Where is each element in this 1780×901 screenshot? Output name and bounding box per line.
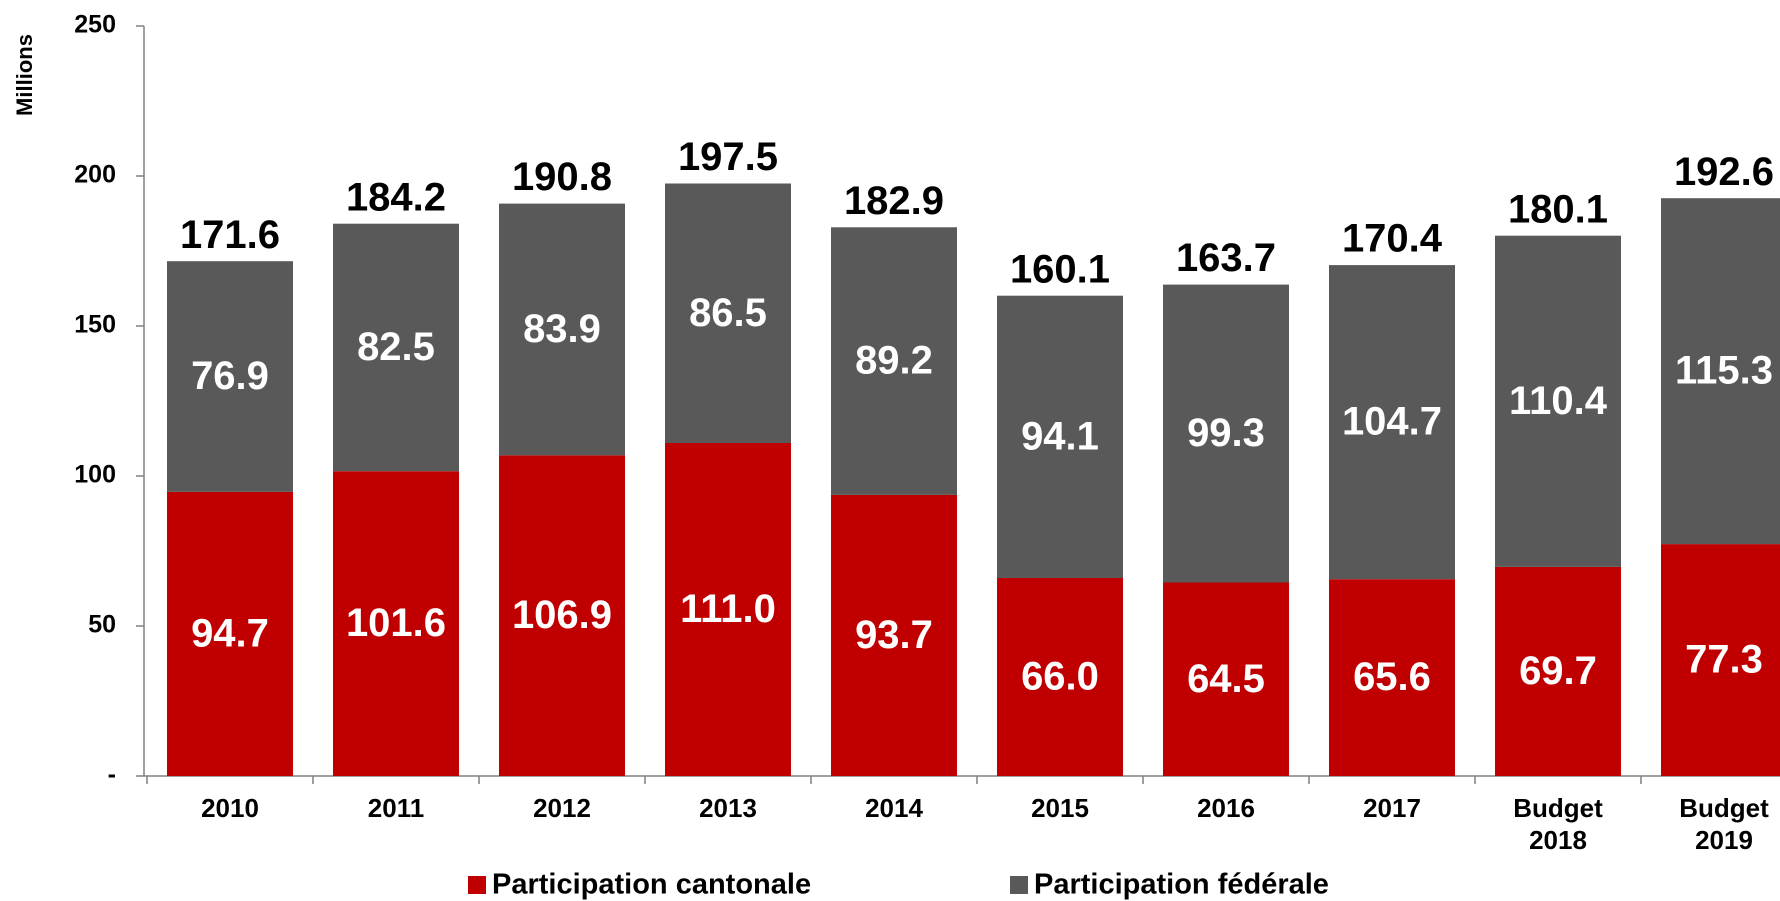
value-label: 77.3 <box>1685 638 1763 682</box>
value-label: 101.6 <box>346 601 446 645</box>
total-label: 192.6 <box>1674 150 1774 194</box>
x-tick-label: Budget 2018 <box>1513 793 1603 855</box>
legend-swatch <box>1010 876 1028 894</box>
x-tick-label: Budget 2019 <box>1679 793 1769 855</box>
bar-segment <box>167 261 293 492</box>
legend-label: Participation fédérale <box>1034 869 1329 901</box>
total-label: 160.1 <box>1010 247 1110 291</box>
y-tick-label: - <box>108 761 116 789</box>
bar-segment <box>665 183 791 443</box>
total-label: 184.2 <box>346 175 446 219</box>
bar-segment <box>1661 198 1780 545</box>
bar-segment <box>1163 582 1289 776</box>
value-label: 99.3 <box>1187 411 1265 455</box>
bar-segment <box>333 471 459 776</box>
bar-segment <box>1495 235 1621 567</box>
total-label: 197.5 <box>678 135 778 179</box>
y-tick-label: 50 <box>88 611 116 639</box>
total-label: 182.9 <box>844 179 944 223</box>
bar-segment <box>831 227 957 495</box>
total-label: 163.7 <box>1176 236 1276 280</box>
value-label: 111.0 <box>680 587 776 631</box>
total-label: 171.6 <box>180 213 280 257</box>
value-label: 115.3 <box>1675 349 1773 393</box>
total-label: 190.8 <box>512 155 612 199</box>
value-label: 64.5 <box>1187 657 1265 701</box>
x-tick-label: 2013 <box>699 793 757 823</box>
bar-segment <box>1329 265 1455 580</box>
legend-swatch <box>468 876 486 894</box>
value-label: 69.7 <box>1519 649 1597 693</box>
x-tick-label: 2016 <box>1197 793 1255 823</box>
x-tick-label: 2014 <box>865 793 923 823</box>
value-label: 89.2 <box>855 339 933 383</box>
bar-segment <box>499 203 625 456</box>
value-label: 82.5 <box>357 325 435 369</box>
value-label: 65.6 <box>1353 655 1431 699</box>
y-tick-label: 100 <box>74 461 116 489</box>
value-label: 94.7 <box>191 612 269 656</box>
value-label: 94.1 <box>1021 414 1099 458</box>
value-label: 86.5 <box>689 291 767 335</box>
bar-segment <box>167 491 293 776</box>
x-tick-label: 2012 <box>533 793 591 823</box>
value-label: 106.9 <box>512 593 612 637</box>
bar-segment <box>997 578 1123 776</box>
bar-segment <box>831 494 957 776</box>
bar-segment <box>1661 544 1780 776</box>
bar-segment <box>499 455 625 776</box>
y-tick-label: 150 <box>74 311 116 339</box>
y-axis-label: Millions <box>12 34 37 116</box>
y-tick-label: 250 <box>74 11 116 39</box>
value-label: 66.0 <box>1021 655 1099 699</box>
bar-segment <box>1495 566 1621 776</box>
x-tick-label: 2017 <box>1363 793 1421 823</box>
value-label: 93.7 <box>855 613 933 657</box>
bar-segment <box>665 443 791 776</box>
bar-segment <box>333 223 459 472</box>
total-label: 170.4 <box>1342 217 1443 261</box>
bar-segment <box>1329 579 1455 776</box>
value-label: 76.9 <box>191 354 269 398</box>
value-label: 83.9 <box>523 307 601 351</box>
x-tick-label: 2010 <box>201 793 259 823</box>
bar-segment <box>997 295 1123 578</box>
bar-segment <box>1163 284 1289 583</box>
x-tick-label: 2011 <box>367 793 425 823</box>
value-label: 104.7 <box>1342 400 1442 444</box>
total-label: 180.1 <box>1508 187 1608 231</box>
x-tick-label: 2015 <box>1031 793 1089 823</box>
legend-label: Participation cantonale <box>492 869 811 901</box>
y-tick-label: 200 <box>74 161 116 189</box>
value-label: 110.4 <box>1509 379 1608 423</box>
